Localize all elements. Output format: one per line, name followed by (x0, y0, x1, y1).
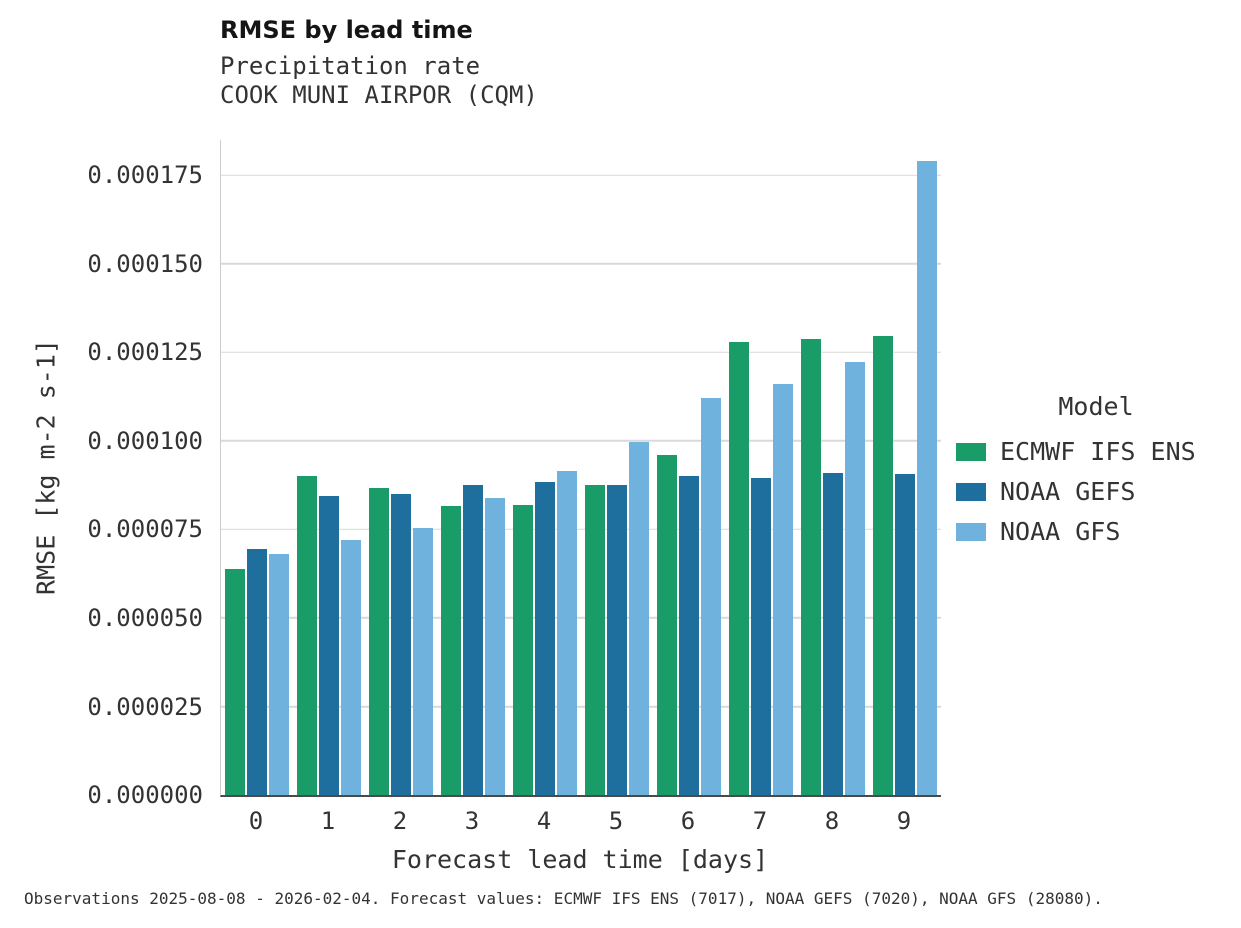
legend-label: NOAA GEFS (1000, 477, 1136, 506)
x-tick-label: 3 (464, 807, 480, 835)
x-tick-label: 9 (896, 807, 912, 835)
x-tick-label: 2 (392, 807, 408, 835)
y-tick-label: 0.000000 (87, 781, 203, 809)
bar-group (221, 140, 293, 795)
bar-noaa-gfs (269, 554, 289, 795)
bar-noaa-gfs (773, 384, 793, 795)
legend: Model ECMWF IFS ENS NOAA GEFS NOAA GFS (956, 392, 1236, 557)
legend-entry: ECMWF IFS ENS (956, 437, 1236, 466)
legend-label: ECMWF IFS ENS (1000, 437, 1196, 466)
bar-noaa-gfs (917, 161, 937, 795)
bar-noaa-gfs (413, 528, 433, 795)
x-tick-label: 1 (320, 807, 336, 835)
bar-ecmwf-ifs-ens (585, 485, 605, 795)
gridline (221, 263, 941, 265)
bar-group (509, 140, 581, 795)
bar-ecmwf-ifs-ens (729, 341, 749, 795)
x-tick-label: 5 (608, 807, 624, 835)
y-axis-ticks: 0.000000 0.000025 0.000050 0.000075 0.000100… (0, 140, 203, 809)
y-tick-label: 0.000050 (87, 603, 203, 632)
bar-group (725, 140, 797, 795)
bar-ecmwf-ifs-ens (513, 504, 533, 795)
chart-subtitle-station: COOK MUNI AIRPOR (CQM) (220, 81, 538, 109)
bar-group (869, 140, 941, 795)
bar-noaa-gfs (701, 398, 721, 795)
gridline (221, 705, 941, 708)
footer-note: Observations 2025-08-08 - 2026-02-04. Fo… (24, 889, 1103, 908)
bar-group (293, 140, 365, 795)
bar-noaa-gefs (895, 473, 915, 795)
x-tick-label: 8 (824, 807, 840, 835)
x-tick-label: 6 (680, 807, 696, 835)
x-axis-label: Forecast lead time [days] (391, 845, 769, 874)
bar-noaa-gefs (463, 485, 483, 795)
bar-noaa-gefs (751, 478, 771, 795)
bar-group (797, 140, 869, 795)
bar-group (581, 140, 653, 795)
bar-group (437, 140, 509, 795)
legend-label: NOAA GFS (1000, 517, 1121, 546)
bar-noaa-gefs (247, 548, 267, 795)
legend-entries: ECMWF IFS ENS NOAA GEFS NOAA GFS (956, 437, 1236, 546)
gridline (221, 351, 941, 354)
bar-ecmwf-ifs-ens (297, 476, 317, 795)
bar-noaa-gfs (629, 442, 649, 795)
bar-noaa-gfs (341, 540, 361, 795)
y-tick-label: 0.000125 (87, 338, 203, 367)
bar-noaa-gefs (679, 476, 699, 795)
gridline (221, 440, 941, 442)
bar-ecmwf-ifs-ens (225, 569, 245, 795)
legend-title: Model (1058, 392, 1134, 421)
bar-noaa-gefs (391, 494, 411, 795)
x-tick-label: 7 (752, 807, 768, 835)
gridline (221, 528, 941, 531)
legend-entry: NOAA GEFS (956, 477, 1236, 506)
x-tick-label: 4 (536, 807, 552, 835)
legend-entry: NOAA GFS (956, 517, 1236, 546)
y-tick-label: 0.000025 (87, 692, 203, 721)
chart-subtitle-variable: Precipitation rate (220, 52, 481, 80)
legend-swatch-icon (956, 482, 986, 501)
y-tick-label: 0.000150 (87, 249, 203, 278)
bar-noaa-gefs (823, 472, 843, 795)
legend-swatch-icon (956, 522, 986, 541)
gridline (221, 617, 941, 619)
bar-group (653, 140, 725, 795)
bar-ecmwf-ifs-ens (801, 339, 821, 795)
bar-noaa-gfs (485, 498, 505, 795)
bar-ecmwf-ifs-ens (873, 335, 893, 795)
bar-noaa-gefs (319, 495, 339, 795)
bar-noaa-gefs (535, 481, 555, 795)
bar-group (365, 140, 437, 795)
y-tick-label: 0.000100 (87, 426, 203, 455)
y-tick-label: 0.000075 (87, 515, 203, 544)
bar-ecmwf-ifs-ens (441, 506, 461, 795)
bar-noaa-gfs (845, 362, 865, 795)
bar-noaa-gefs (607, 485, 627, 795)
x-axis-ticks: 0 1 2 3 4 5 6 7 8 9 (220, 803, 940, 837)
plot-area (220, 140, 941, 797)
bar-ecmwf-ifs-ens (369, 488, 389, 795)
y-tick-label: 0.000175 (87, 161, 203, 190)
legend-swatch-icon (956, 442, 986, 461)
gridline (221, 174, 941, 177)
bar-noaa-gfs (557, 471, 577, 795)
x-tick-label: 0 (248, 807, 264, 835)
chart-title: RMSE by lead time (220, 16, 473, 44)
bar-ecmwf-ifs-ens (657, 455, 677, 795)
